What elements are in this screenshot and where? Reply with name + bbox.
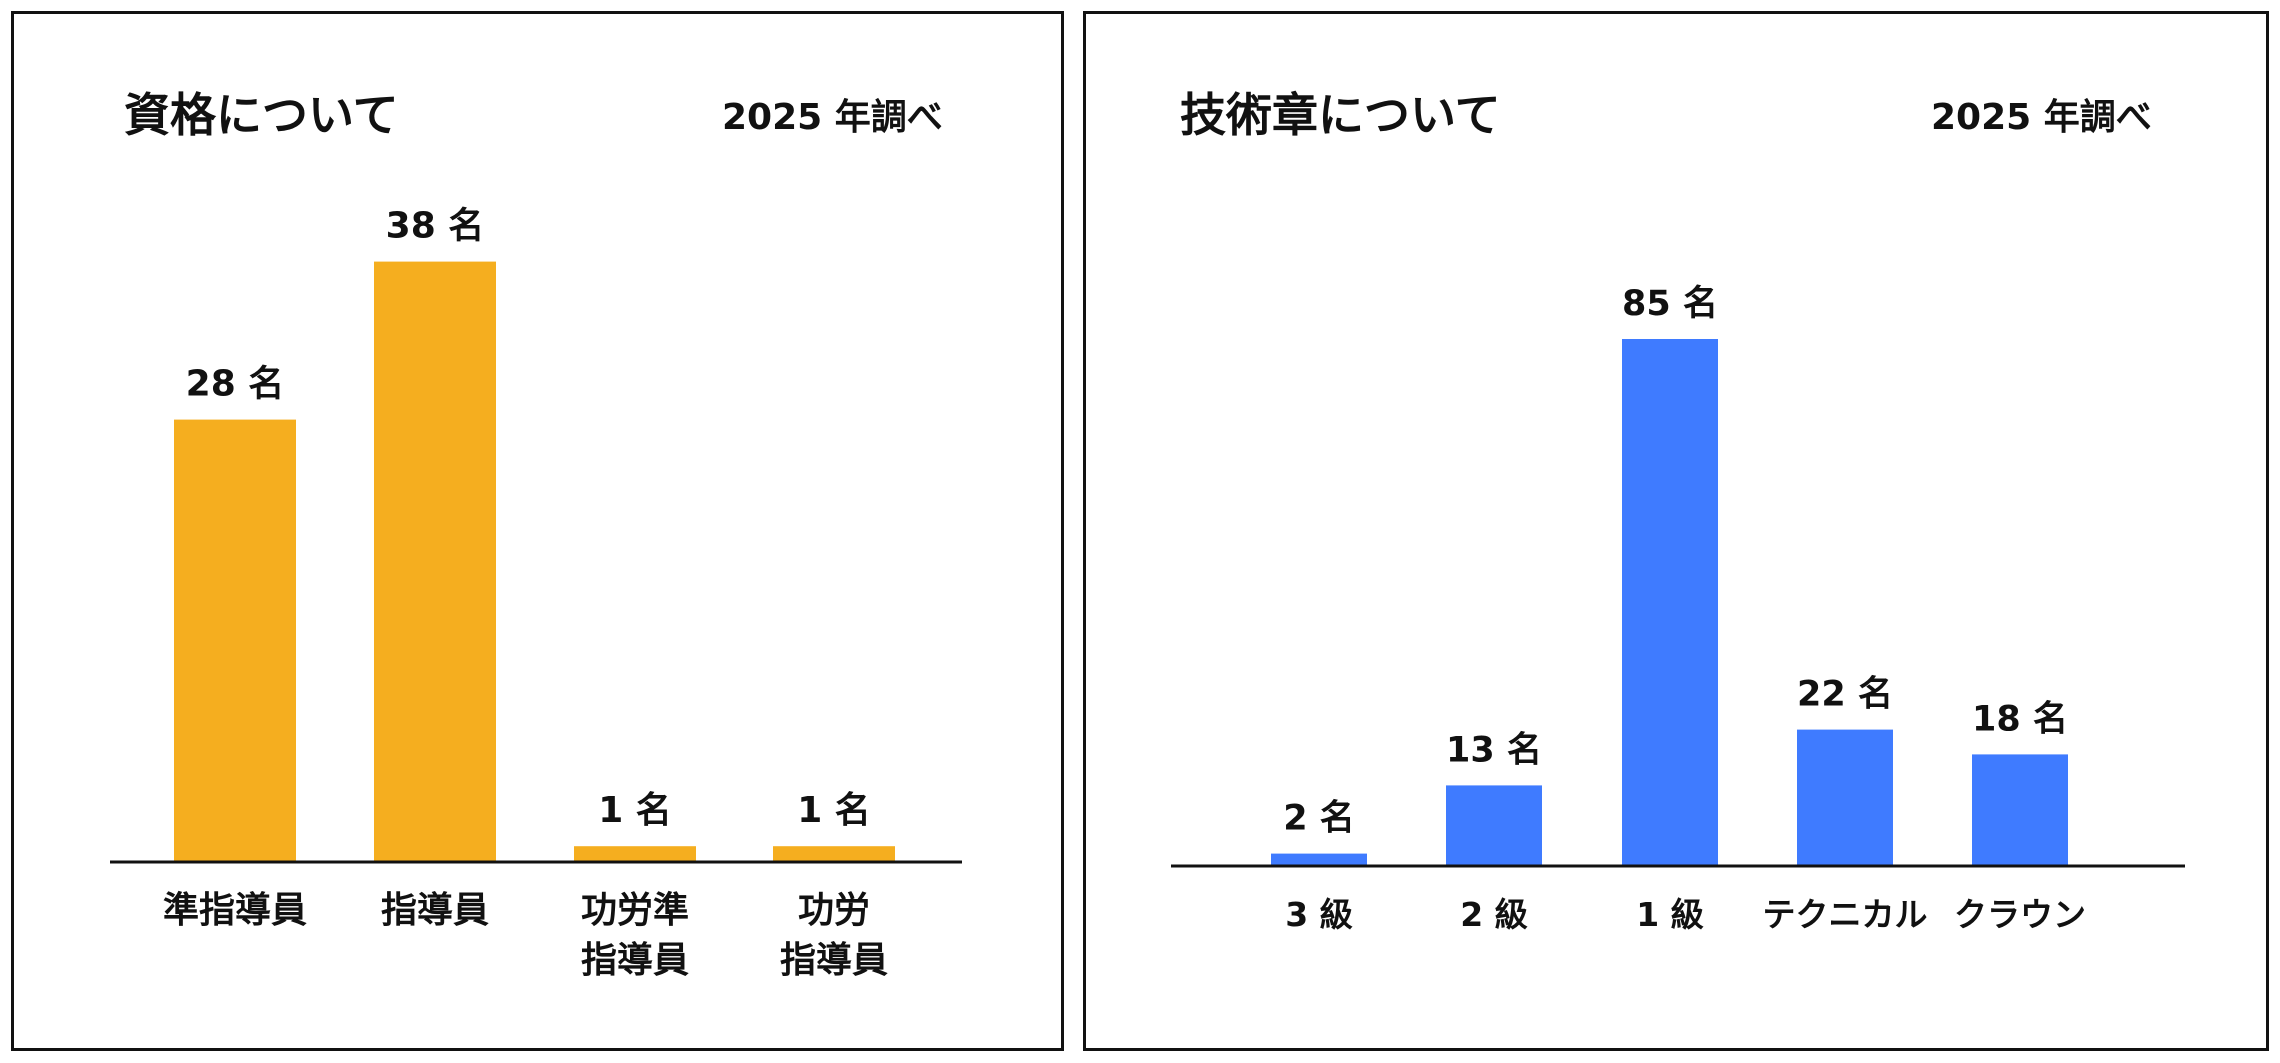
- category-label: 指導員: [780, 940, 888, 981]
- bar: [773, 846, 895, 862]
- data-label: 22 名: [1797, 675, 1893, 715]
- data-label: 2 名: [1283, 799, 1355, 839]
- bar: [374, 261, 496, 863]
- data-label: 28 名: [186, 364, 285, 405]
- category-label: クラウン: [1954, 895, 2086, 934]
- category-label: 2 級: [1460, 895, 1527, 934]
- chart-title: 資格について: [124, 88, 399, 142]
- data-label: 1 名: [598, 790, 672, 831]
- chart-title: 技術章について: [1180, 88, 1501, 142]
- bar: [1446, 785, 1542, 866]
- survey-note: 2025 年調べ: [1931, 97, 2152, 138]
- category-label: 指導員: [581, 940, 689, 981]
- bar: [1797, 729, 1893, 866]
- data-label: 1 名: [797, 790, 871, 831]
- bar: [1271, 853, 1367, 866]
- data-label: 85 名: [1622, 284, 1718, 324]
- category-label: 指導員: [381, 890, 489, 931]
- category-label: 3 級: [1285, 895, 1352, 934]
- bar: [1622, 339, 1718, 866]
- data-label: 18 名: [1972, 699, 2068, 739]
- survey-note: 2025 年調べ: [722, 97, 943, 138]
- technical-badge-panel: 技術章について 2025 年調べ 2 名 3 級 13 名 2 級 85 名 1 級 22 …: [1083, 11, 2269, 1051]
- qualification-panel: 資格について 2025 年調べ 28 名準指導員 38 名指導員 1 名功労準 指導員…: [11, 11, 1064, 1051]
- category-label: 準指導員: [163, 890, 307, 931]
- bar: [174, 419, 296, 862]
- category-label: 功労準: [581, 890, 689, 931]
- bar: [574, 846, 696, 862]
- bar: [1972, 754, 2068, 866]
- data-label: 13 名: [1446, 730, 1542, 770]
- category-label: 功労: [798, 890, 870, 931]
- data-label: 38 名: [386, 206, 485, 247]
- category-label: テクニカル: [1763, 895, 1928, 934]
- category-label: 1 級: [1636, 895, 1703, 934]
